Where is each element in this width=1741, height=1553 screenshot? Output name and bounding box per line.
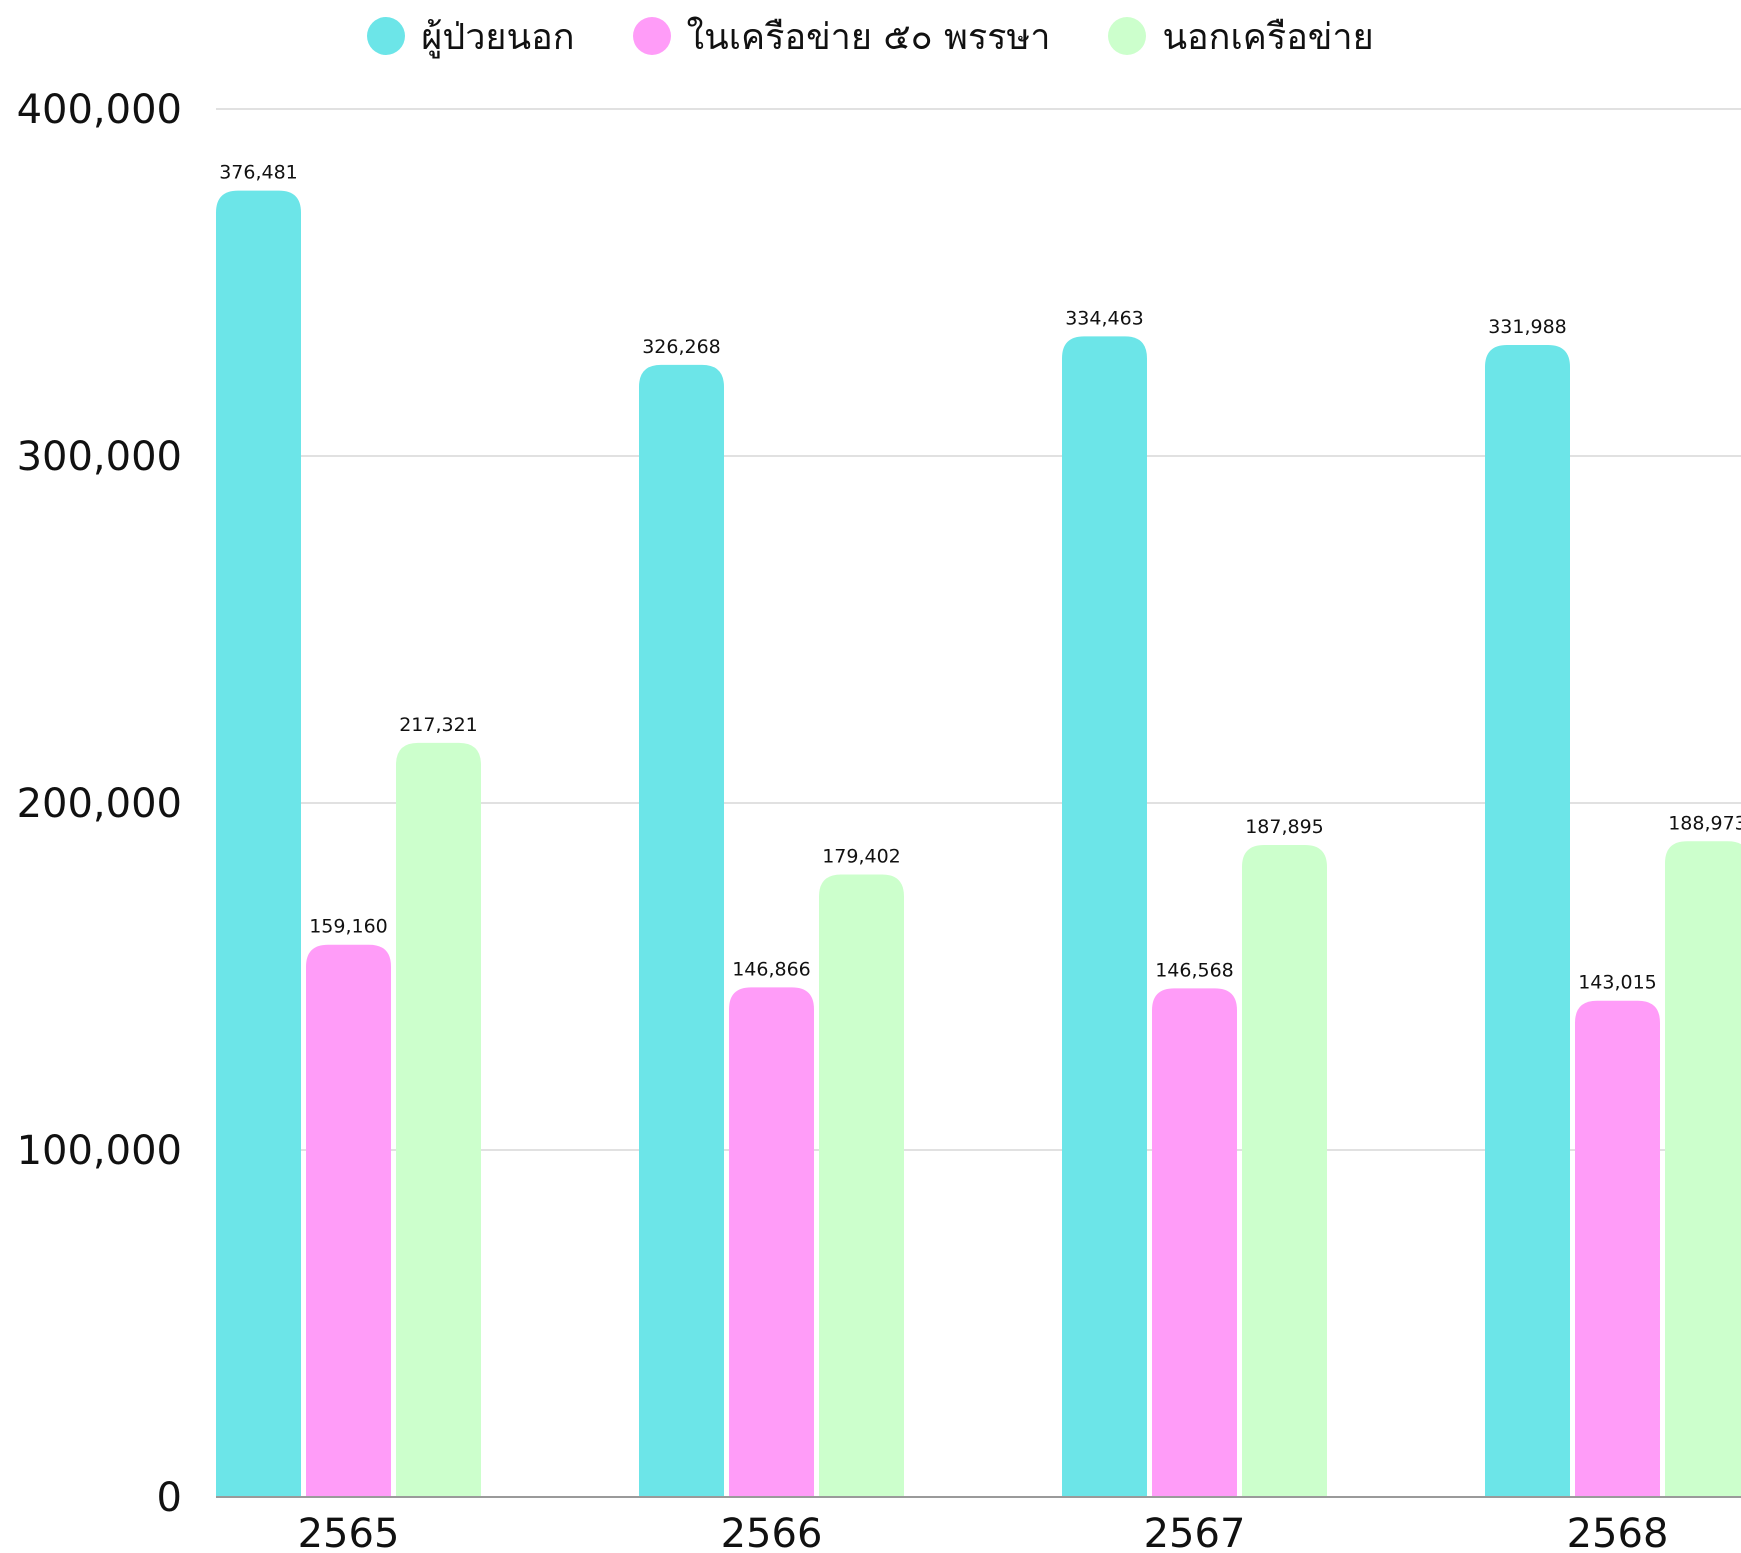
y-tick-label: 200,000 (17, 781, 182, 827)
bar (729, 987, 814, 1497)
data-label: 217,321 (399, 714, 478, 736)
x-tick-label: 2565 (298, 1511, 400, 1553)
data-label: 331,988 (1488, 316, 1567, 338)
bar (306, 944, 391, 1497)
data-label: 146,866 (732, 958, 811, 980)
y-tick-label: 300,000 (17, 434, 182, 480)
bar (1062, 336, 1147, 1498)
legend-swatch-outpatient (367, 17, 406, 55)
bar (819, 874, 904, 1497)
y-tick-label: 400,000 (17, 87, 182, 133)
bar (216, 190, 301, 1497)
x-tick-label: 2568 (1567, 1511, 1669, 1553)
x-tick-label: 2566 (721, 1511, 823, 1553)
bar (396, 742, 481, 1497)
data-label: 326,268 (642, 336, 721, 358)
bar (639, 364, 724, 1497)
data-label: 188,973 (1668, 812, 1741, 834)
bar (1575, 1000, 1660, 1497)
legend-label-out-network: นอกเครือข่าย (1162, 16, 1374, 58)
bar (1665, 841, 1741, 1497)
x-tick-label: 2567 (1144, 1511, 1246, 1553)
data-label: 187,895 (1245, 816, 1324, 838)
legend-item-out-network: นอกเครือข่าย (1108, 8, 1374, 65)
data-label: 334,463 (1065, 307, 1144, 329)
y-tick-label: 100,000 (17, 1128, 182, 1174)
bar (1242, 845, 1327, 1497)
data-label: 143,015 (1578, 972, 1657, 994)
data-label: 376,481 (219, 162, 298, 184)
legend-label-outpatient: ผู้ป่วยนอก (421, 16, 575, 58)
legend-label-in-network: ในเครือข่าย ๕๐ พรรษา (686, 16, 1051, 58)
chart-legend: ผู้ป่วยนอก ในเครือข่าย ๕๐ พรรษา นอกเครือ… (0, 10, 1741, 62)
data-label: 146,568 (1155, 959, 1234, 981)
bar (1485, 345, 1570, 1497)
legend-item-outpatient: ผู้ป่วยนอก (367, 8, 575, 65)
data-label: 179,402 (822, 845, 901, 867)
bar (1152, 988, 1237, 1497)
data-label: 159,160 (309, 916, 388, 938)
legend-item-in-network: ในเครือข่าย ๕๐ พรรษา (632, 8, 1051, 65)
legend-swatch-out-network (1108, 17, 1147, 55)
legend-swatch-in-network (632, 17, 671, 55)
y-tick-label: 0 (157, 1475, 182, 1521)
